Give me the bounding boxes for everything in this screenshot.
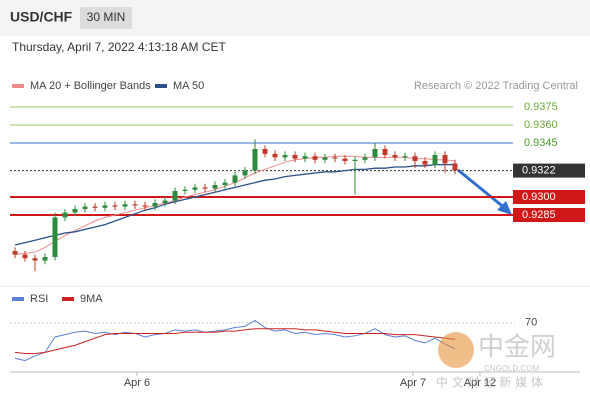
legend-swatch	[155, 84, 167, 88]
watermark: 中金网 CNGOLD.COM 中 文 财 经 新 媒 体	[436, 332, 556, 390]
candle-body	[152, 203, 158, 207]
indicator-line	[14, 319, 456, 362]
candle-body	[62, 212, 68, 218]
candle-body	[452, 163, 458, 171]
candle-body	[52, 217, 58, 257]
candle-body	[42, 257, 48, 261]
ma-line	[14, 163, 455, 246]
watermark-site: CNGOLD.COM	[484, 364, 539, 373]
legend-swatch	[12, 297, 24, 301]
candle-body	[432, 155, 438, 165]
price-label: 0.9375	[524, 101, 558, 113]
candle-body	[22, 254, 28, 259]
x-tick-label: Apr 7	[400, 377, 426, 389]
candle-body	[82, 206, 88, 209]
price-label: 0.9360	[524, 119, 558, 131]
candle-body	[252, 149, 258, 171]
candle-body	[352, 159, 358, 161]
price-label: 0.9300	[522, 191, 556, 203]
candle-body	[12, 251, 18, 255]
legend-label: MA 50	[173, 80, 204, 92]
candle-body	[182, 189, 188, 191]
x-tick-label: Apr 12	[464, 377, 496, 389]
candle-body	[392, 155, 398, 158]
candle-body	[332, 157, 338, 159]
legend-swatch	[62, 297, 74, 301]
price-label: 0.9345	[524, 137, 558, 149]
candle-body	[242, 170, 248, 176]
arrow-head	[497, 201, 512, 215]
candle-body	[162, 200, 168, 203]
indicator-line	[14, 328, 456, 355]
candle-body	[172, 191, 178, 201]
candle-body	[212, 185, 218, 189]
candle-body	[412, 156, 418, 161]
candle-body	[282, 155, 288, 158]
candle-body	[142, 205, 148, 207]
legend-swatch	[12, 84, 24, 88]
price-box	[513, 163, 585, 178]
candle-body	[402, 156, 408, 158]
watermark-name: 中金网	[478, 333, 556, 363]
y-tick-label: 70	[525, 317, 537, 329]
candle-body	[192, 187, 198, 190]
candle-body	[92, 206, 98, 208]
price-box	[513, 190, 585, 204]
candle-body	[442, 155, 448, 164]
candle-body	[262, 149, 268, 154]
candle-body	[322, 157, 328, 160]
price-label: 0.9322	[522, 165, 556, 177]
price-label: 0.9285	[522, 209, 556, 221]
candle-body	[272, 153, 278, 158]
price-box	[513, 208, 585, 222]
legend-label: RSI	[30, 293, 48, 305]
candle-body	[342, 158, 348, 161]
candle-body	[292, 155, 298, 159]
candle-body	[382, 149, 388, 155]
legend-label: 9MA	[80, 293, 103, 305]
candle-body	[312, 156, 318, 160]
candle-body	[102, 205, 108, 208]
watermark-logo	[438, 332, 474, 368]
credit: Research © 2022 Trading Central	[414, 80, 578, 92]
x-tick-label: Apr 6	[124, 377, 150, 389]
candle-body	[132, 204, 138, 206]
candle-body	[302, 156, 308, 159]
candle-body	[72, 209, 78, 213]
candle-body	[112, 205, 118, 207]
candle-body	[122, 204, 128, 207]
candle-body	[372, 149, 378, 158]
interval-label[interactable]: 30 MIN	[87, 10, 126, 24]
watermark-tagline: 中 文 财 经 新 媒 体	[436, 375, 543, 390]
candle-body	[362, 157, 368, 160]
candle-body	[32, 258, 38, 261]
candle-body	[202, 187, 208, 189]
symbol: USD/CHF	[10, 9, 73, 25]
legend-label: MA 20 + Bollinger Bands	[30, 80, 151, 92]
forecast-arrow	[457, 168, 507, 211]
timestamp: Thursday, April 7, 2022 4:13:18 AM CET	[12, 40, 227, 54]
candle-body	[422, 161, 428, 165]
candle-body	[222, 182, 228, 185]
candle-body	[232, 175, 238, 183]
interval-button[interactable]	[80, 7, 132, 29]
